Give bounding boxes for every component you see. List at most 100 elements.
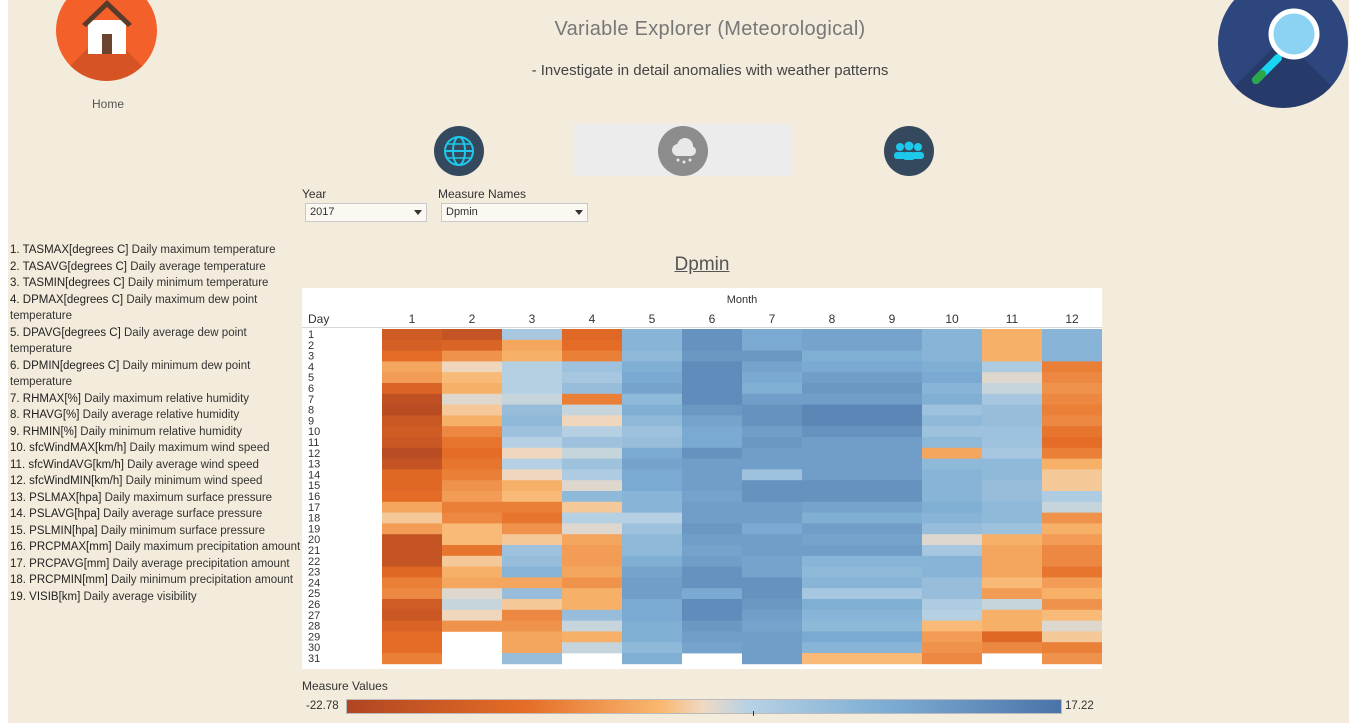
- heatmap-cell: [982, 329, 1042, 341]
- day-label: 13: [308, 459, 320, 471]
- heatmap-cell: [682, 415, 742, 427]
- heatmap-cell: [682, 545, 742, 557]
- heatmap-cell: [862, 588, 922, 600]
- heatmap-cell: [442, 447, 502, 459]
- heatmap-cell: [502, 523, 562, 535]
- heatmap-cell: [982, 545, 1042, 557]
- heatmap-cell: [982, 588, 1042, 600]
- measure-filter: Measure Names Dpmin: [438, 185, 588, 222]
- year-filter-label: Year: [302, 187, 327, 201]
- heatmap-cell: [502, 631, 562, 643]
- heatmap-cell: [802, 642, 862, 654]
- heatmap-cell: [922, 447, 982, 459]
- heatmap-cell: [922, 512, 982, 524]
- heatmap-cell: [502, 372, 562, 384]
- month-label: 8: [829, 312, 836, 326]
- variable-code: 5. DPAVG[degrees C]: [10, 326, 121, 339]
- heatmap-cell: [622, 523, 682, 535]
- heatmap-cell: [562, 491, 622, 503]
- day-label: 8: [308, 405, 314, 417]
- rain-cloud-icon: [672, 138, 696, 164]
- heatmap-cell: [502, 393, 562, 405]
- heatmap-cell: [682, 458, 742, 470]
- variable-description: Daily average visibility: [83, 590, 197, 603]
- heatmap-cell: [382, 588, 442, 600]
- day-label: 10: [308, 426, 320, 438]
- nav-globe-button[interactable]: [434, 126, 484, 176]
- heatmap-cell: [682, 512, 742, 524]
- variable-description: Daily minimum surface pressure: [100, 524, 266, 537]
- heatmap-cell: [562, 447, 622, 459]
- variable-description: Daily maximum dew point temperature: [10, 293, 258, 323]
- variable-code: 1. TASMAX[degrees C]: [10, 244, 129, 256]
- heatmap-cell: [502, 469, 562, 481]
- heatmap-cell: [1042, 642, 1102, 654]
- variable-item: 8. RHAVG[%] Daily average relative humid…: [10, 407, 302, 424]
- heatmap-cell: [682, 501, 742, 513]
- heatmap-cell: [502, 545, 562, 557]
- year-dropdown[interactable]: 2017: [305, 203, 427, 222]
- heatmap-cell: [1042, 393, 1102, 405]
- heatmap-cell: [502, 577, 562, 589]
- heatmap-cell: [502, 447, 562, 459]
- heatmap-cell: [742, 512, 802, 524]
- heatmap-cell: [982, 631, 1042, 643]
- heatmap-cell: [922, 534, 982, 546]
- heatmap-cell: [802, 339, 862, 351]
- heatmap-cell: [502, 609, 562, 621]
- day-label: 29: [308, 631, 320, 643]
- heatmap-cell: [442, 415, 502, 427]
- heatmap-cell: [1042, 329, 1102, 341]
- chart-title: Dpmin: [674, 254, 730, 275]
- heatmap-cell: [622, 480, 682, 492]
- heatmap-cell: [562, 404, 622, 416]
- heatmap-cell: [382, 350, 442, 362]
- variable-description: Daily minimum wind speed: [125, 475, 263, 487]
- heatmap-cell: [442, 393, 502, 405]
- heatmap-cell: [562, 609, 622, 621]
- heatmap-cell: [442, 555, 502, 567]
- heatmap-cell: [682, 329, 742, 341]
- heatmap-cell: [682, 339, 742, 351]
- heatmap-cell: [982, 609, 1042, 621]
- heatmap-cell: [802, 631, 862, 643]
- heatmap-cell: [922, 329, 982, 341]
- heatmap-cell: [502, 458, 562, 470]
- nav-people-button[interactable]: [884, 126, 934, 176]
- heatmap-cell: [742, 555, 802, 567]
- heatmap-cell: [742, 534, 802, 546]
- heatmap-cell: [802, 480, 862, 492]
- heatmap-cell: [622, 599, 682, 611]
- x-axis-header: Month: [727, 294, 758, 306]
- heatmap-cell: [502, 480, 562, 492]
- variable-description: Daily maximum wind speed: [129, 442, 270, 454]
- heatmap-cell: [922, 426, 982, 438]
- heatmap-cell: [382, 609, 442, 621]
- day-label: 27: [308, 610, 320, 622]
- heatmap-cell: [922, 501, 982, 513]
- heatmap-cell: [922, 383, 982, 395]
- home-button[interactable]: [56, 0, 157, 81]
- colorbar-max: 17.22: [1065, 700, 1094, 712]
- heatmap-cell: [562, 631, 622, 643]
- day-label: 20: [308, 534, 320, 546]
- heatmap-cell: [1042, 447, 1102, 459]
- measure-dropdown[interactable]: Dpmin: [441, 203, 588, 222]
- heatmap-cell: [742, 577, 802, 589]
- heatmap-cell: [922, 631, 982, 643]
- heatmap-cell: [922, 491, 982, 503]
- heatmap-cell: [922, 339, 982, 351]
- heatmap-cell: [742, 545, 802, 557]
- nav-weather-button[interactable]: [658, 126, 708, 176]
- heatmap-cell: [922, 620, 982, 632]
- search-button[interactable]: [1218, 0, 1348, 108]
- colorbar-min: -22.78: [306, 700, 339, 712]
- variable-item: 17. PRCPAVG[mm] Daily average precipitat…: [10, 556, 302, 573]
- heatmap-cell: [682, 350, 742, 362]
- heatmap-cell: [442, 577, 502, 589]
- month-label: 1: [409, 312, 416, 326]
- heatmap-cell: [682, 577, 742, 589]
- heatmap-cell: [742, 631, 802, 643]
- heatmap-cell: [1042, 372, 1102, 384]
- heatmap-cell: [382, 372, 442, 384]
